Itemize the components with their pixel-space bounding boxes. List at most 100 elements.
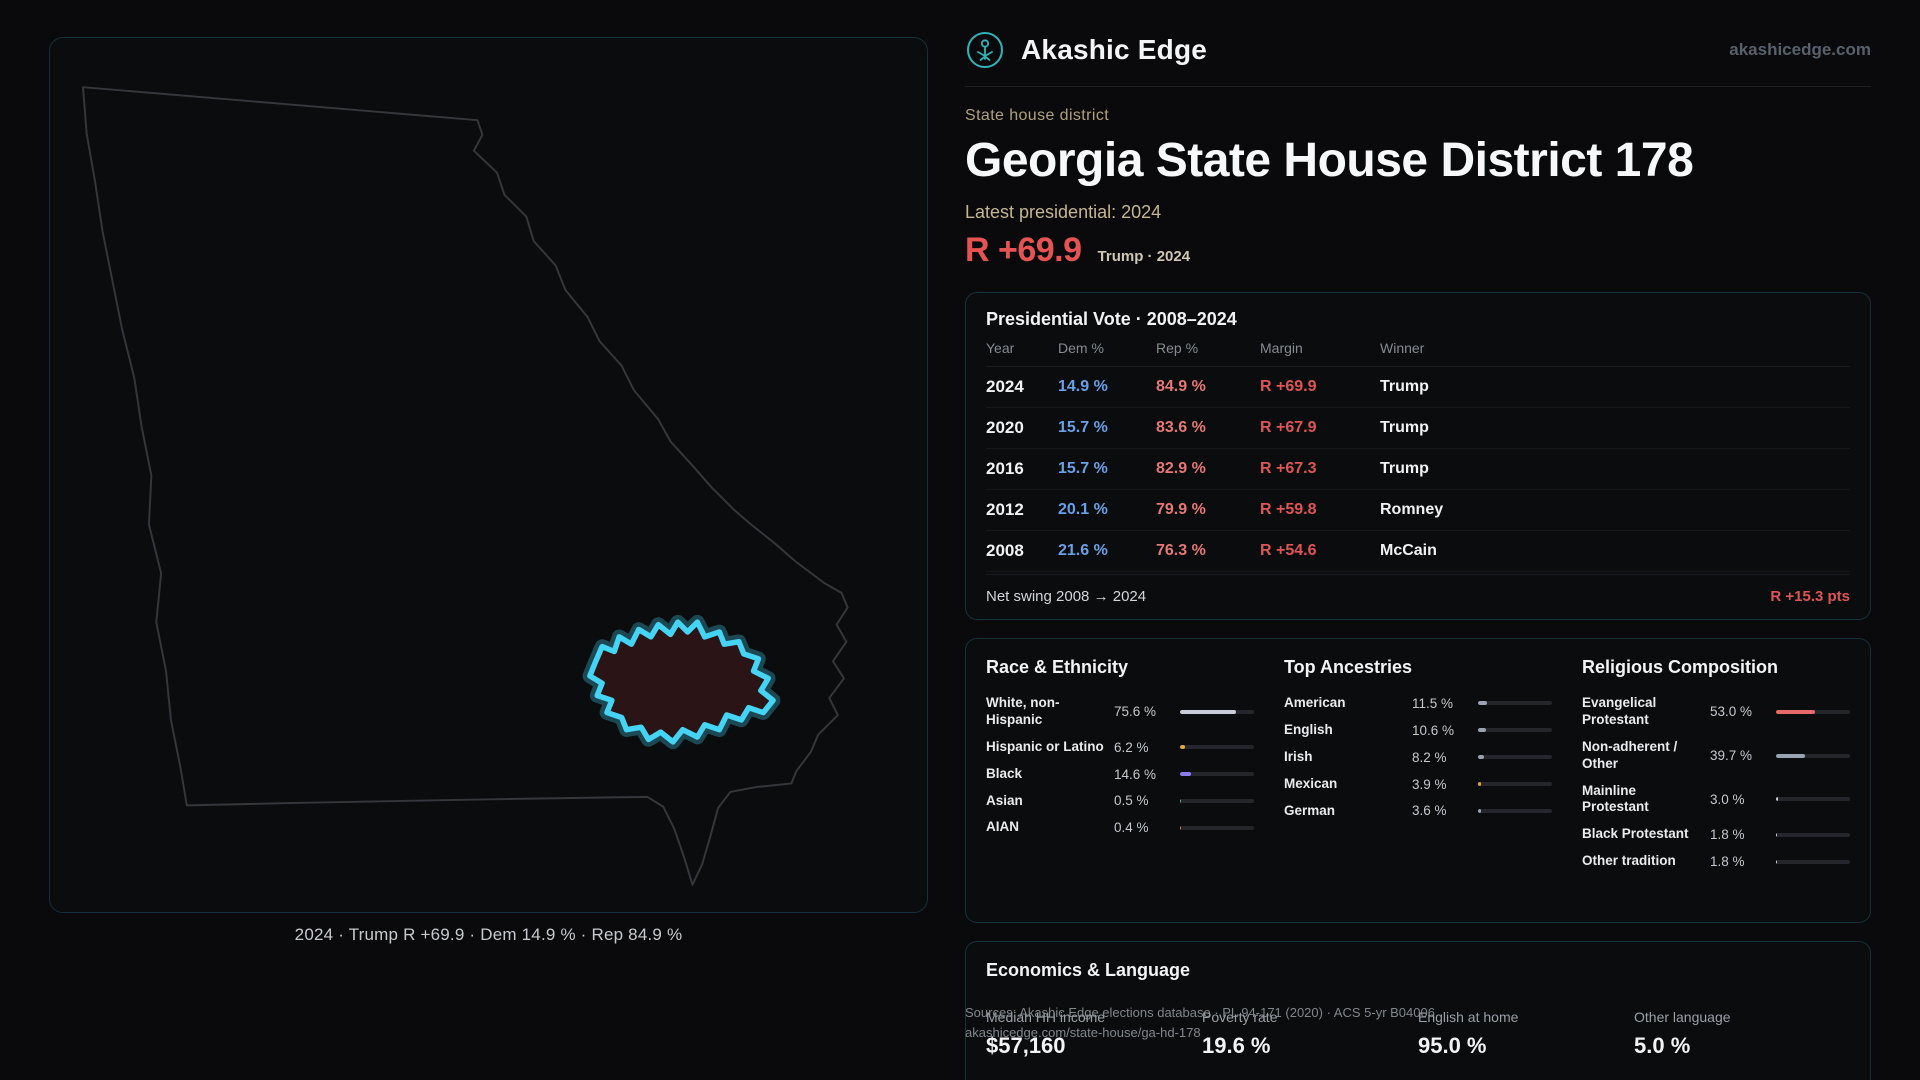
headline-margin-row: R +69.9 Trump · 2024 (965, 231, 1871, 270)
race-value: 0.4 % (1114, 820, 1149, 836)
ancestry-bar (1478, 808, 1552, 813)
stat-label: Median HH income (986, 1009, 1106, 1025)
ancestry-label: American (1284, 695, 1346, 710)
ancestry-value: 10.6 % (1412, 722, 1455, 738)
district-map-panel (49, 37, 928, 913)
religion-value: 1.8 % (1710, 854, 1745, 870)
cell-rep: 84.9 % (1156, 378, 1206, 395)
stat-label: English at home (1418, 1009, 1519, 1025)
ancestry-label: English (1284, 721, 1333, 737)
district-178-shape[interactable] (587, 619, 776, 745)
race-bar (1180, 745, 1254, 750)
race-bar-fill (1180, 772, 1191, 777)
economics-card: Economics & Language Median HH income $5… (965, 941, 1871, 1080)
stat-value: 19.6 % (1202, 1033, 1271, 1058)
ancestry-value: 11.5 % (1412, 695, 1454, 711)
religion-row: Black Protestant 1.8 % (1582, 821, 1850, 848)
cell-winner: McCain (1380, 542, 1437, 559)
cell-margin: R +69.9 (1260, 378, 1317, 395)
cell-dem: 15.7 % (1058, 419, 1108, 436)
ancestries-section-title: Top Ancestries (1284, 657, 1413, 677)
georgia-state-outline (82, 86, 849, 886)
district-type-kicker: State house district (965, 107, 1110, 124)
religion-label: Mainline Protestant (1582, 782, 1649, 815)
headline-margin-value: R +69.9 (965, 231, 1082, 269)
cell-margin: R +67.3 (1260, 460, 1317, 477)
race-bar (1180, 709, 1254, 714)
ancestry-value: 3.6 % (1412, 803, 1447, 819)
religion-bar-fill (1776, 832, 1778, 837)
cell-margin: R +67.9 (1260, 419, 1317, 436)
religion-bar (1776, 859, 1850, 864)
cell-year: 2024 (986, 377, 1024, 396)
ancestry-row: Mexican 3.9 % (1284, 771, 1552, 798)
table-row: 2020 15.7 % 83.6 % R +67.9 Trump (986, 408, 1850, 449)
religion-bar (1776, 797, 1850, 802)
cell-rep: 76.3 % (1156, 542, 1206, 559)
cell-year: 2008 (986, 541, 1024, 560)
ancestry-bar-fill (1478, 701, 1487, 706)
ancestry-row: English 10.6 % (1284, 717, 1552, 744)
race-value: 14.6 % (1114, 766, 1157, 782)
cell-rep: 83.6 % (1156, 419, 1206, 436)
ancestry-bar-fill (1478, 782, 1481, 787)
race-row: Hispanic or Latino 6.2 % (986, 734, 1254, 761)
stat-english-at-home: English at home 95.0 % (1418, 1009, 1634, 1059)
cell-year: 2016 (986, 459, 1024, 478)
religion-label: Other tradition (1582, 853, 1676, 869)
race-value: 0.5 % (1114, 793, 1149, 809)
site-domain-link[interactable]: akashicedge.com (1729, 40, 1871, 59)
race-bar (1180, 825, 1254, 830)
ancestry-row: American 11.5 % (1284, 690, 1552, 717)
race-bar-fill (1180, 745, 1185, 750)
cell-year: 2012 (986, 500, 1024, 519)
religion-bar-fill (1776, 709, 1816, 714)
source-permalink[interactable]: akashicedge.com/state-house/ga-hd-178 (965, 1025, 1201, 1041)
stat-label: Other language (1634, 1009, 1731, 1025)
ancestry-label: Irish (1284, 748, 1313, 764)
economics-stats: Median HH income $57,160 Poverty rate 19… (986, 1009, 1850, 1059)
stat-median-income: Median HH income $57,160 (986, 1009, 1202, 1059)
stat-value: 95.0 % (1418, 1033, 1487, 1058)
col-dem: Dem % (1058, 340, 1104, 356)
race-section-title: Race & Ethnicity (986, 657, 1129, 677)
religion-value: 53.0 % (1710, 704, 1753, 720)
headline-margin-context: Trump · 2024 (1097, 248, 1191, 265)
religion-label: Non-adherent / Other (1582, 738, 1678, 771)
religion-section: Religious Composition Evangelical Protes… (1582, 657, 1850, 875)
race-value: 75.6 % (1114, 704, 1157, 720)
race-label: AIAN (986, 819, 1019, 835)
religion-label: Black Protestant (1582, 826, 1689, 842)
race-bar-fill (1180, 709, 1236, 714)
cell-winner: Romney (1380, 501, 1444, 518)
cell-dem: 15.7 % (1058, 460, 1108, 477)
ancestry-bar (1478, 701, 1552, 706)
ancestry-value: 3.9 % (1412, 776, 1447, 792)
ancestry-bar-fill (1478, 755, 1485, 760)
race-bar-fill (1180, 825, 1182, 830)
ancestry-label: German (1284, 802, 1336, 818)
ancestry-bar (1478, 755, 1552, 760)
akashic-edge-logo-icon (967, 32, 1003, 68)
col-rep: Rep % (1156, 340, 1199, 356)
ancestry-row: Irish 8.2 % (1284, 744, 1552, 771)
table-row: 2016 15.7 % 82.9 % R +67.3 Trump (986, 449, 1850, 490)
religion-bar-fill (1776, 859, 1778, 864)
religion-bar (1776, 709, 1850, 714)
presidential-vote-card: Presidential Vote · 2008–2024 Year Dem %… (965, 292, 1871, 620)
religion-value: 3.0 % (1710, 791, 1745, 807)
brand-name: Akashic Edge (1021, 34, 1208, 65)
religion-bar-fill (1776, 797, 1779, 802)
cell-rep: 82.9 % (1156, 460, 1206, 477)
stat-value: 5.0 % (1634, 1033, 1691, 1058)
cell-rep: 79.9 % (1156, 501, 1206, 518)
cell-margin: R +59.8 (1260, 501, 1317, 518)
race-ethnicity-section: Race & Ethnicity White, non-Hispanic 75.… (986, 657, 1254, 875)
site-header: Akashic Edge akashicedge.com (965, 30, 1871, 87)
religion-section-title: Religious Composition (1582, 657, 1778, 677)
stat-other-language: Other language 5.0 % (1634, 1009, 1850, 1059)
economics-card-title: Economics & Language (986, 960, 1191, 980)
table-row: 2012 20.1 % 79.9 % R +59.8 Romney (986, 490, 1850, 531)
race-row: White, non-Hispanic 75.6 % (986, 690, 1254, 734)
